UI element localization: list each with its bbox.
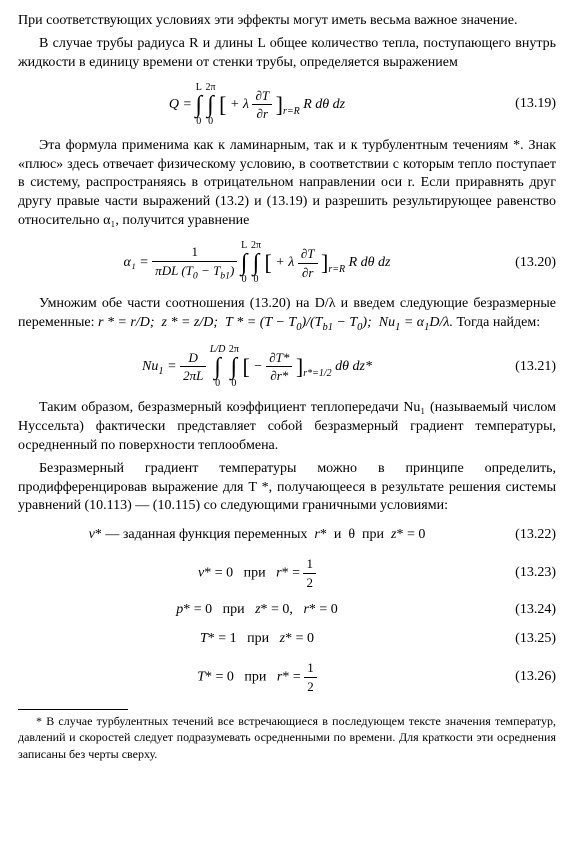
eq-lhs: Q = [169,97,192,112]
eq-body: T* = 0 при r* = 1 2 [18,659,496,695]
subscript: r=R [328,264,345,275]
int-bot: 0 [195,117,202,127]
integral-2: 2π ∫ 0 [251,241,261,285]
frac-den: ∂r [298,264,318,282]
eq-lhs: Nu1 = [142,359,177,374]
cond-text: T* = 1 при z* = 0 [200,631,314,646]
subscript: r=R [283,106,300,117]
footnote: * В случае турбулентных течений все встр… [18,713,556,762]
frac-num: D [180,349,206,368]
para4c: Тогда найдем: [456,315,540,330]
paragraph-3: Эта формула применима как к ламинарным, … [18,137,556,231]
eq-body: T* = 1 при z* = 0 [18,630,496,649]
integral-symbol: ∫ [251,251,261,275]
bracket-content: + λ [230,97,249,112]
integral-1: L ∫ 0 [195,83,202,127]
eq-number: (13.21) [496,358,556,377]
eq-body: p* = 0 при z* = 0, r* = 0 [18,601,496,620]
bracket-content: − [253,359,262,374]
frac-num: ∂T [298,245,318,264]
integral-symbol: ∫ [206,93,216,117]
eq-number: (13.25) [496,630,556,649]
frac-num: 1 [304,659,317,678]
bracket-open: [ [219,92,226,117]
frac-num: ∂T* [266,349,292,368]
integral-symbol: ∫ [210,355,226,379]
eq-number: (13.26) [496,668,556,687]
integral-symbol: ∫ [195,93,202,117]
equation-13-20: α₁ = 1 πDL (T0 − Tb1) L ∫ 0 2π ∫ 0 [ + λ… [18,241,556,285]
equation-13-21: Nu1 = D 2πL L/D ∫ 0 2π ∫ 0 [ − ∂T* ∂r* ]… [18,345,556,389]
subscript: r*=1/2 [303,368,331,379]
fraction: 1 2 [304,659,317,695]
paragraph-1: При соответствующих условиях эти эффекты… [18,12,556,31]
fraction: ∂T ∂r [298,245,318,281]
eq-body: v* — заданная функция переменных r* и θ … [18,526,496,545]
paragraph-6: Безразмерный градиент температуры можно … [18,460,556,517]
eq-number: (13.24) [496,601,556,620]
cond-text: p* = 0 при z* = 0, r* = 0 [176,602,338,617]
eq-number: (13.20) [496,254,556,273]
fraction: ∂T ∂r [252,87,272,123]
eq-body: α₁ = 1 πDL (T0 − Tb1) L ∫ 0 2π ∫ 0 [ + λ… [18,241,496,285]
frac-den: ∂r [252,105,272,123]
tail: dθ dz* [335,359,372,374]
para4b: r * = r/D; z * = z/D; T * = (T − T0)/(Tb… [98,315,453,330]
bracket-close: ] [276,92,283,117]
equation-13-23: v* = 0 при r* = 1 2 (13.23) [18,555,556,591]
frac-num: 1 [303,555,316,574]
bracket-open: [ [265,250,272,275]
equation-13-22: v* — заданная функция переменных r* и θ … [18,526,556,545]
eq-number: (13.23) [496,564,556,583]
frac-den: πDL (T0 − Tb1) [152,262,237,283]
bracket-open: [ [242,354,249,379]
eq-body: Nu1 = D 2πL L/D ∫ 0 2π ∫ 0 [ − ∂T* ∂r* ]… [18,345,496,389]
int-bot: 0 [210,379,226,389]
integral-2: 2π ∫ 0 [206,83,216,127]
fraction-coeff: 1 πDL (T0 − Tb1) [152,243,237,282]
frac-num: 1 [152,243,237,262]
frac-den: 2 [303,574,316,592]
eq-number: (13.19) [496,95,556,114]
cond-text: v* = 0 при r* = [198,565,303,580]
paragraph-5: Таким образом, безразмерный коэффициент … [18,399,556,456]
cond-text: v* — заданная функция переменных r* и θ … [89,527,426,542]
eq-body: Q = L ∫ 0 2π ∫ 0 [ + λ ∂T ∂r ]r=R R dθ d… [18,83,496,127]
fraction: 1 2 [303,555,316,591]
frac-num: ∂T [252,87,272,106]
paragraph-2: В случае трубы радиуса R и длины L общее… [18,35,556,73]
equation-13-19: Q = L ∫ 0 2π ∫ 0 [ + λ ∂T ∂r ]r=R R dθ d… [18,83,556,127]
tail: R dθ dz [349,255,391,270]
frac-den: ∂r* [266,367,292,385]
fraction: ∂T* ∂r* [266,349,292,385]
int-bot: 0 [251,275,261,285]
frac-den: 2πL [180,367,206,385]
equation-13-26: T* = 0 при r* = 1 2 (13.26) [18,659,556,695]
paragraph-4: Умножим обе части соотношения (13.20) на… [18,295,556,335]
equation-13-24: p* = 0 при z* = 0, r* = 0 (13.24) [18,601,556,620]
integral-symbol: ∫ [229,355,239,379]
eq-lhs: α₁ = [124,255,149,270]
eq-body: v* = 0 при r* = 1 2 [18,555,496,591]
bracket-content: + λ [275,255,294,270]
int-bot: 0 [229,379,239,389]
integral-1: L ∫ 0 [241,241,248,285]
int-bot: 0 [241,275,248,285]
frac-den: 2 [304,678,317,696]
integral-2: 2π ∫ 0 [229,345,239,389]
footnote-rule [18,709,128,710]
equation-13-25: T* = 1 при z* = 0 (13.25) [18,630,556,649]
integral-1: L/D ∫ 0 [210,345,226,389]
int-bot: 0 [206,117,216,127]
tail: R dθ dz [303,97,345,112]
fraction-coeff: D 2πL [180,349,206,385]
cond-text: T* = 0 при r* = [197,669,304,684]
eq-number: (13.22) [496,526,556,545]
integral-symbol: ∫ [241,251,248,275]
